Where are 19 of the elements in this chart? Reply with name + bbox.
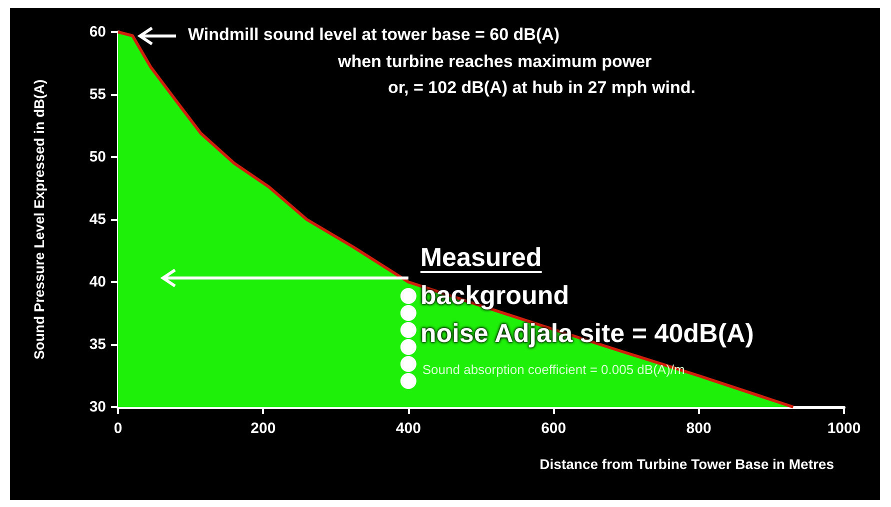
y-tick-label: 60 — [89, 24, 106, 40]
y-axis-title: Sound Pressure Level Expressed in dB(A) — [31, 79, 47, 360]
y-tick-label: 35 — [89, 336, 106, 353]
x-axis-title: Distance from Turbine Tower Base in Metres — [540, 456, 834, 472]
annotation: Sound absorption coefficient = 0.005 dB(A)/m — [422, 362, 685, 377]
y-tick-label: 30 — [89, 398, 106, 416]
x-tick-label: 600 — [541, 420, 566, 437]
x-tick-label: 800 — [686, 420, 712, 437]
y-tick-label: 45 — [89, 211, 106, 228]
annotation: or, = 102 dB(A) at hub in 27 mph wind. — [388, 78, 696, 98]
annotation: Windmill sound level at tower base = 60 dB(A) — [188, 25, 560, 45]
y-tick-label: 55 — [89, 86, 106, 103]
x-tick-label: 0 — [114, 420, 122, 437]
x-tick-label: 200 — [250, 420, 276, 437]
x-tick-label: 1000 — [827, 420, 861, 437]
annotation: when turbine reaches maximum power — [338, 52, 652, 72]
x-tick-label: 400 — [396, 420, 421, 437]
y-tick-label: 50 — [89, 148, 106, 166]
y-tick-label: 40 — [89, 274, 106, 290]
